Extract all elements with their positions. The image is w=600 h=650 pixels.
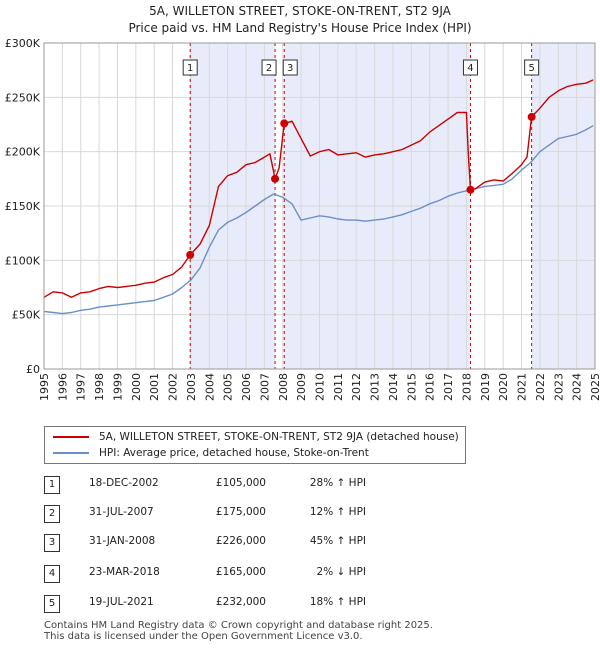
y-tick-label: £250K [5,91,41,104]
sale-point [271,174,280,183]
sale-label-box [462,59,478,76]
x-tick-label: 2004 [203,373,216,401]
legend-swatch-property [53,436,89,438]
legend-item-hpi: HPI: Average price, detached house, Stok… [53,445,369,461]
legend: 5A, WILLETON STREET, STOKE-ON-TRENT, ST2… [44,426,466,464]
sale-price: £226,000 [215,535,266,547]
x-tick-label: 2023 [552,373,565,401]
sale-label-number: 3 [287,63,293,74]
table-row: 5 19-JUL-2021 £232,000 18% ↑ HPI [44,595,464,613]
chart-title-line2: Price paid vs. HM Land Registry's House … [128,21,472,35]
y-tick-label: £200K [5,146,41,159]
x-tick-label: 2014 [387,373,400,401]
sale-point [466,185,475,194]
x-tick-label: 2000 [130,373,143,401]
sale-point [280,119,289,128]
x-tick-label: 2024 [571,373,584,401]
table-row: 2 31-JUL-2007 £175,000 12% ↑ HPI [44,505,464,523]
sale-date: 23-MAR-2018 [89,566,160,578]
sale-label-number: 2 [266,63,272,74]
x-tick-label: 2005 [222,373,235,401]
x-tick-label: 2006 [240,373,253,401]
footer-copyright: Contains HM Land Registry data © Crown c… [44,620,433,631]
table-row: 3 31-JAN-2008 £226,000 45% ↑ HPI [44,534,464,552]
x-tick-label: 2003 [185,373,198,401]
sale-label-number: 5 [528,63,534,74]
price-chart: 1 2 3 4 5 £0 £50K £100K £150K £200K £250K £300K 1995… [5,37,600,401]
sale-price: £165,000 [215,566,266,578]
x-tick-label: 2010 [314,373,327,401]
x-tick-label: 2021 [516,373,529,401]
table-row: 4 23-MAR-2018 £165,000 2% ↓ HPI [44,565,464,583]
sale-hpi-diff: 2% ↓ HPI [316,566,366,578]
x-tick-label: 1996 [56,373,69,401]
sale-number-badge: 1 [44,476,60,494]
legend-swatch-hpi [53,452,89,454]
sale-number-badge: 5 [44,595,60,613]
sale-point [527,112,536,121]
x-tick-label: 2013 [369,373,382,401]
x-tick-label: 2019 [479,373,492,401]
x-tick-label: 1998 [93,373,106,401]
series-line-property [43,79,594,298]
x-tick-label: 1997 [75,373,88,401]
x-tick-label: 2011 [332,373,345,401]
sale-date: 31-JAN-2008 [89,535,156,547]
sale-number-badge: 2 [44,505,60,523]
sale-hpi-diff: 45% ↑ HPI [309,535,366,547]
x-tick-label: 2009 [295,373,308,401]
sale-hpi-diff: 12% ↑ HPI [309,506,366,518]
legend-label-hpi: HPI: Average price, detached house, Stok… [99,447,369,459]
x-tick-label: 2016 [424,373,437,401]
x-tick-label: 2012 [350,373,363,401]
x-tick-label: 2002 [167,373,180,401]
sale-date: 18-DEC-2002 [89,477,159,489]
sale-number-badge: 4 [44,565,60,583]
sale-price: £105,000 [215,477,266,489]
table-row: 1 18-DEC-2002 £105,000 28% ↑ HPI [44,476,464,494]
x-tick-label: 1995 [38,373,51,401]
x-tick-label: 2017 [442,373,455,401]
sale-label-number: 1 [187,63,193,74]
x-tick-label: 2008 [277,373,290,401]
x-tick-label: 2015 [405,373,418,401]
x-tick-label: 1999 [111,373,124,401]
y-tick-label: £150K [5,200,41,213]
y-tick-label: £50K [12,309,41,322]
sale-hpi-diff: 28% ↑ HPI [309,477,366,489]
y-tick-label: £100K [5,254,41,267]
y-tick-label: £0 [26,363,40,376]
chart-title-line1: 5A, WILLETON STREET, STOKE-ON-TRENT, ST2… [149,4,451,18]
sale-date: 31-JUL-2007 [89,506,154,518]
sale-label-box [182,59,198,76]
x-tick-label: 2020 [497,373,510,401]
sale-label-box [524,59,540,76]
plot-frame [43,42,596,370]
sale-label-number: 4 [467,63,473,74]
y-tick-label: £300K [5,37,41,50]
legend-item-property: 5A, WILLETON STREET, STOKE-ON-TRENT, ST2… [53,429,459,445]
x-tick-label: 2018 [460,373,473,401]
x-tick-label: 2025 [589,373,600,401]
footer-licence: This data is licensed under the Open Gov… [44,631,363,642]
x-tick-label: 2007 [258,373,271,401]
sale-price: £175,000 [215,506,266,518]
sale-hpi-diff: 18% ↑ HPI [309,596,366,608]
sale-label-box [282,59,298,76]
x-tick-label: 2022 [534,373,547,401]
sale-number-badge: 3 [44,534,60,552]
sale-date: 19-JUL-2021 [89,596,154,608]
legend-label-property: 5A, WILLETON STREET, STOKE-ON-TRENT, ST2… [99,431,459,443]
sale-price: £232,000 [215,596,266,608]
series-line-hpi [43,124,594,315]
sale-point [186,250,195,259]
sale-label-box [261,59,277,76]
x-tick-label: 2001 [148,373,161,401]
